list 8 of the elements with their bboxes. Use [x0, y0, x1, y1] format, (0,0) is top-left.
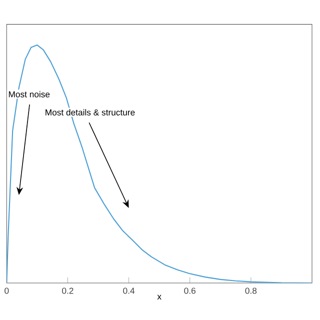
x-axis-title: x	[157, 294, 162, 300]
x-tick-label: 0.6	[184, 288, 196, 294]
annotation: Most noise	[8, 91, 50, 98]
x-tick-label: 0.8	[245, 288, 257, 294]
x-tick-label: 0.2	[62, 288, 74, 294]
annotation: Most details & structure	[46, 109, 135, 116]
x-tick-label: 0	[4, 288, 9, 294]
x-tick-label: 0.4	[123, 288, 135, 294]
